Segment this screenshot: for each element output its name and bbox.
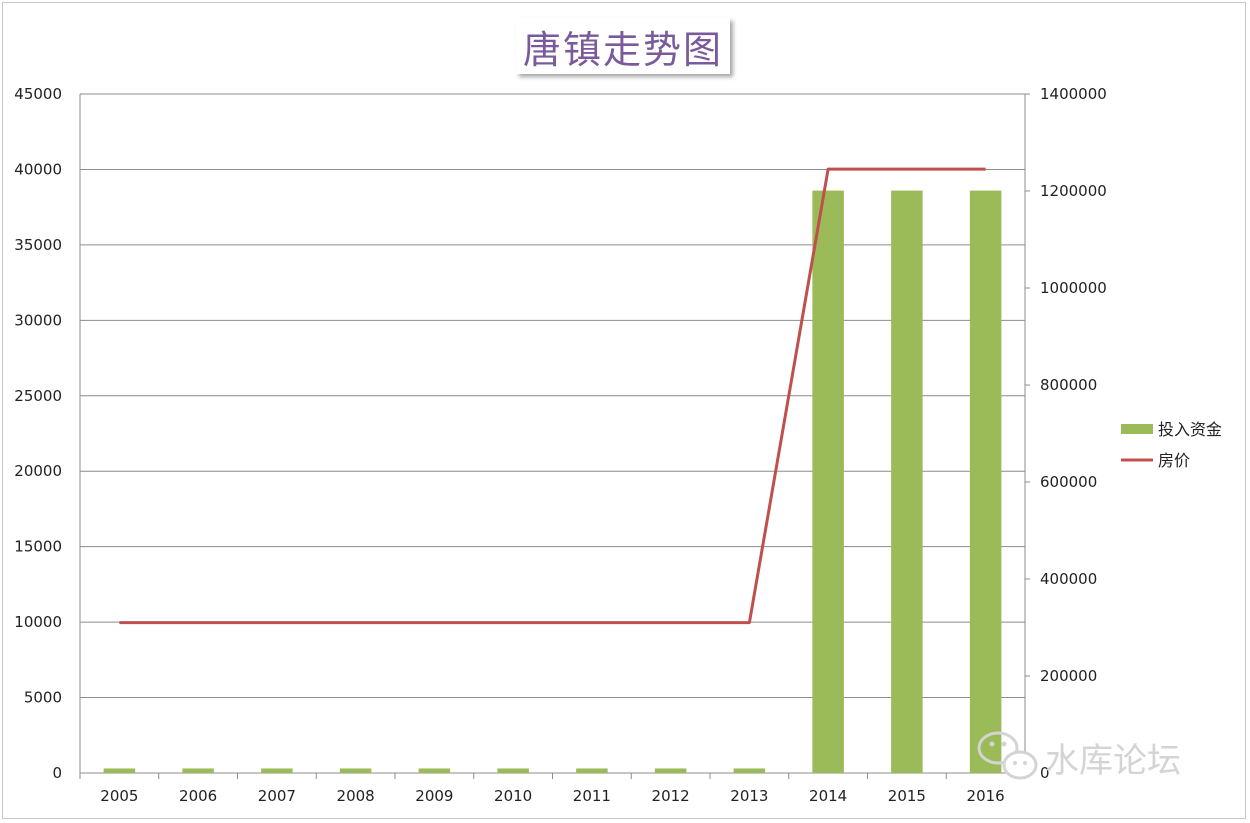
- bar-2011: [576, 768, 608, 773]
- bar-2007: [261, 768, 293, 773]
- y-right-tick-label: 200000: [1040, 667, 1097, 685]
- x-tick-label: 2015: [888, 787, 926, 805]
- bar-2014: [812, 190, 844, 773]
- wechat-icon: [977, 731, 1038, 780]
- y-right-tick-label: 1400000: [1040, 85, 1107, 103]
- bar-2009: [418, 768, 451, 773]
- x-tick-label: 2006: [179, 787, 217, 805]
- y-left-tick-label: 45000: [14, 85, 62, 103]
- watermark-text: 水库论坛: [1045, 741, 1181, 781]
- x-tick-label: 2008: [337, 787, 375, 805]
- x-tick-label: 2009: [415, 787, 453, 805]
- line-series-house-price: [119, 167, 986, 625]
- y-right-tick-label: 600000: [1040, 473, 1097, 491]
- bar-2012: [654, 768, 687, 773]
- y-left-tick-label: 0: [52, 764, 62, 782]
- bar-2015: [891, 190, 923, 773]
- x-tick-label: 2016: [967, 787, 1005, 805]
- y-right-tick-label: 800000: [1040, 376, 1097, 394]
- y-left-tick-label: 20000: [14, 462, 62, 480]
- x-tick-label: 2013: [730, 787, 768, 805]
- y-left-tick-label: 35000: [14, 236, 62, 254]
- bar-2005: [103, 768, 136, 773]
- bar-2008: [339, 768, 372, 773]
- x-tick-label: 2010: [494, 787, 532, 805]
- y-right-tick-label: 400000: [1040, 570, 1097, 588]
- y-right-tick-label: 0: [1040, 764, 1050, 782]
- chart-title-box: 唐镇走势图: [516, 18, 730, 74]
- y-left-tick-label: 15000: [14, 538, 62, 556]
- bar-2013: [733, 768, 766, 773]
- x-tick-label: 2011: [573, 787, 611, 805]
- x-tick-label: 2005: [100, 787, 138, 805]
- y-left-tick-label: 40000: [14, 160, 62, 178]
- y-left-tick-label: 5000: [24, 689, 62, 707]
- legend-label-bar: 投入资金: [1158, 420, 1222, 439]
- y-right-tick-label: 1200000: [1040, 182, 1107, 200]
- x-tick-label: 2014: [809, 787, 847, 805]
- chart-title: 唐镇走势图: [522, 27, 723, 72]
- y-left-tick-label: 10000: [14, 613, 62, 631]
- y-right-tick-label: 1000000: [1040, 279, 1107, 297]
- x-tick-label: 2007: [258, 787, 296, 805]
- y-left-tick-label: 25000: [14, 387, 62, 405]
- y-left-tick-label: 30000: [14, 311, 62, 329]
- legend-label-line: 房价: [1158, 451, 1190, 470]
- x-tick-label: 2012: [652, 787, 690, 805]
- legend-swatch-bar: [1121, 424, 1153, 434]
- bar-2006: [182, 768, 214, 773]
- bar-2016: [969, 190, 1002, 773]
- bar-2010: [497, 768, 529, 773]
